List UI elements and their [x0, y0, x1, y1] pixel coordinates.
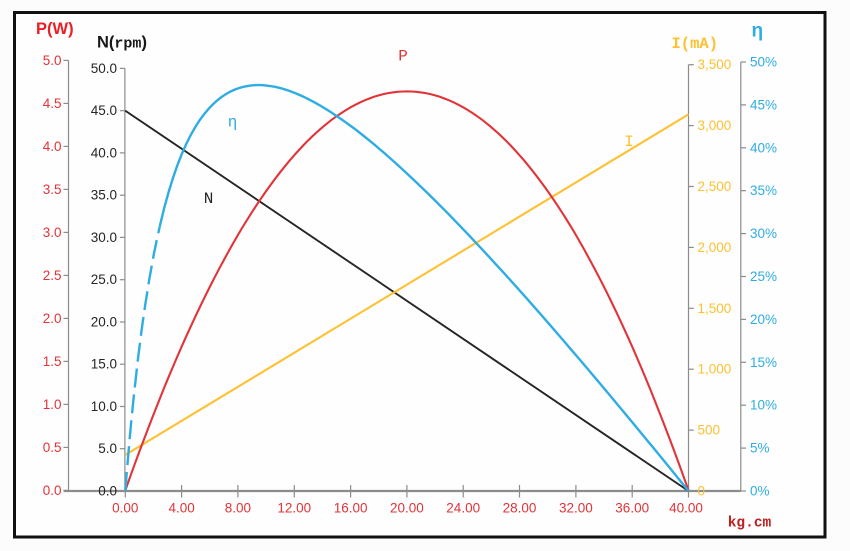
svg-text:45.0: 45.0	[91, 103, 117, 118]
svg-text:15%: 15%	[750, 355, 777, 370]
svg-text:30.0: 30.0	[91, 230, 117, 245]
svg-text:4.5: 4.5	[43, 96, 62, 111]
svg-text:η: η	[752, 21, 764, 42]
svg-text:3.0: 3.0	[43, 225, 62, 240]
svg-text:50.0: 50.0	[91, 61, 117, 76]
svg-text:0.00: 0.00	[112, 501, 138, 516]
svg-text:3,000: 3,000	[698, 118, 732, 133]
svg-text:N: N	[204, 190, 214, 208]
svg-text:25%: 25%	[750, 269, 777, 284]
svg-text:16.00: 16.00	[334, 501, 368, 516]
svg-text:5%: 5%	[750, 441, 770, 456]
svg-text:5.0: 5.0	[43, 53, 62, 68]
svg-text:20.00: 20.00	[390, 501, 424, 516]
svg-text:3.5: 3.5	[43, 182, 62, 197]
svg-text:kg.cm: kg.cm	[728, 516, 772, 532]
svg-text:P(W): P(W)	[36, 20, 74, 38]
svg-text:40.00: 40.00	[669, 501, 703, 516]
svg-text:20%: 20%	[750, 312, 777, 327]
svg-text:P: P	[398, 48, 408, 66]
svg-text:40.0: 40.0	[91, 145, 117, 160]
svg-text:3,500: 3,500	[698, 57, 732, 72]
svg-text:35.0: 35.0	[91, 188, 117, 203]
svg-text:50%: 50%	[750, 55, 777, 70]
svg-text:500: 500	[698, 423, 721, 438]
svg-text:1,000: 1,000	[698, 362, 732, 377]
svg-text:N(rpm): N(rpm)	[97, 34, 147, 53]
svg-text:20.0: 20.0	[91, 315, 117, 330]
svg-text:I: I	[624, 133, 634, 151]
svg-text:30%: 30%	[750, 226, 777, 241]
svg-text:0.5: 0.5	[43, 440, 62, 455]
svg-text:4.00: 4.00	[168, 501, 194, 516]
svg-text:1.5: 1.5	[43, 354, 62, 369]
svg-text:35%: 35%	[750, 183, 777, 198]
svg-text:0.0: 0.0	[98, 484, 117, 499]
svg-text:5.0: 5.0	[98, 441, 117, 456]
svg-text:2.0: 2.0	[43, 311, 62, 326]
svg-text:0: 0	[698, 484, 706, 499]
svg-text:45%: 45%	[750, 97, 777, 112]
svg-text:25.0: 25.0	[91, 272, 117, 287]
svg-text:10.0: 10.0	[91, 399, 117, 414]
svg-text:32.00: 32.00	[559, 501, 593, 516]
svg-text:15.0: 15.0	[91, 357, 117, 372]
svg-text:28.00: 28.00	[503, 501, 537, 516]
svg-text:I(mA): I(mA)	[672, 35, 719, 53]
svg-text:1,500: 1,500	[698, 301, 732, 316]
svg-text:1.0: 1.0	[43, 397, 62, 412]
svg-text:12.00: 12.00	[277, 501, 311, 516]
svg-text:2.5: 2.5	[43, 268, 62, 283]
svg-text:0%: 0%	[750, 484, 770, 499]
svg-text:2,500: 2,500	[698, 179, 732, 194]
svg-text:0.0: 0.0	[43, 483, 62, 498]
svg-text:8.00: 8.00	[225, 501, 251, 516]
svg-text:36.00: 36.00	[615, 501, 649, 516]
svg-text:2,000: 2,000	[698, 240, 732, 255]
svg-text:24.00: 24.00	[446, 501, 480, 516]
svg-text:10%: 10%	[750, 398, 777, 413]
svg-text:η: η	[228, 114, 238, 132]
svg-text:4.0: 4.0	[43, 139, 62, 154]
svg-text:40%: 40%	[750, 140, 777, 155]
